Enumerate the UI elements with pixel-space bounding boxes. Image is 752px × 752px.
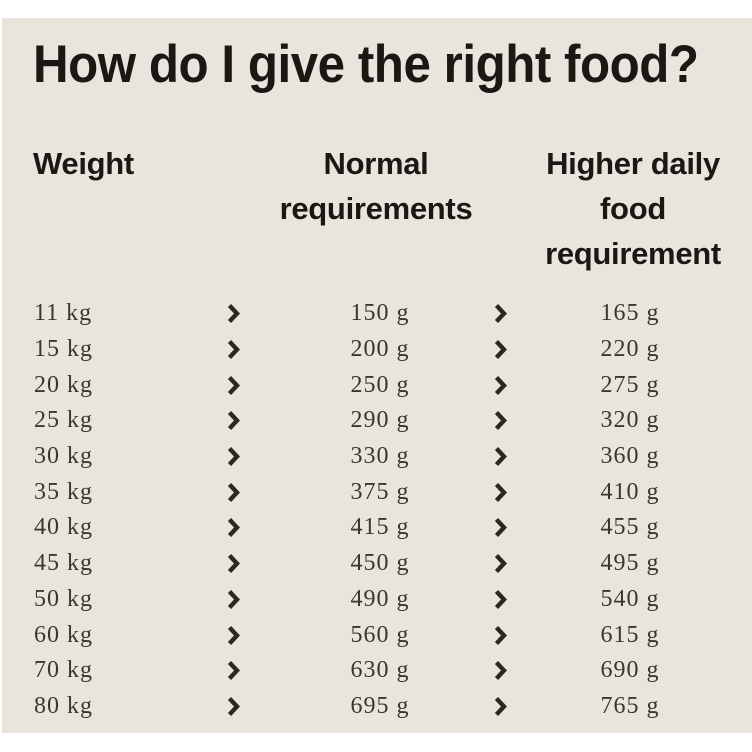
- weight-value: 50 kg: [34, 585, 93, 612]
- table-row: 60 kg 560 g 615 g: [34, 617, 718, 653]
- chevron-right-icon: [164, 696, 302, 717]
- weight-value: 60 kg: [34, 621, 93, 648]
- column-header-normal-requirements: Normal requirements: [276, 141, 476, 231]
- chevron-right-icon: [458, 660, 542, 681]
- normal-requirement-value: 450 g: [350, 550, 410, 577]
- table-row: 11 kg 150 g 165 g: [34, 296, 718, 332]
- table-row: 70 kg 630 g 690 g: [34, 653, 718, 689]
- food-table-body: 11 kg 150 g 165 g 15 kg 200 g 220 g: [34, 296, 718, 724]
- column-header-weight: Weight: [33, 141, 134, 186]
- header-line: Weight: [33, 146, 134, 181]
- header-line: requirements: [279, 191, 473, 226]
- chevron-right-icon: [164, 553, 302, 574]
- header-line: Normal: [323, 146, 429, 181]
- normal-requirement-value: 200 g: [350, 336, 410, 363]
- chevron-right-icon: [164, 446, 302, 467]
- page-title: How do I give the right food?: [33, 35, 699, 94]
- chevron-right-icon: [164, 660, 302, 681]
- higher-requirement-value: 220 g: [600, 336, 660, 363]
- chevron-right-icon: [164, 303, 302, 324]
- chevron-right-icon: [458, 375, 542, 396]
- chevron-right-icon: [164, 339, 302, 360]
- table-row: 25 kg 290 g 320 g: [34, 403, 718, 439]
- normal-requirement-value: 375 g: [350, 478, 410, 505]
- chevron-right-icon: [458, 482, 542, 503]
- normal-requirement-value: 415 g: [350, 514, 410, 541]
- higher-requirement-value: 360 g: [600, 443, 660, 470]
- normal-requirement-value: 630 g: [350, 657, 410, 684]
- higher-requirement-value: 275 g: [600, 371, 660, 398]
- weight-value: 30 kg: [34, 443, 93, 470]
- column-header-higher-daily-food-requirement: Higher daily food requirement: [521, 141, 745, 276]
- chevron-right-icon: [164, 625, 302, 646]
- higher-requirement-value: 615 g: [600, 621, 660, 648]
- table-row: 35 kg 375 g 410 g: [34, 474, 718, 510]
- food-guide-panel: How do I give the right food? Weight Nor…: [2, 18, 752, 733]
- table-row: 15 kg 200 g 220 g: [34, 332, 718, 368]
- weight-value: 20 kg: [34, 371, 93, 398]
- table-row: 20 kg 250 g 275 g: [34, 367, 718, 403]
- chevron-right-icon: [164, 589, 302, 610]
- table-row: 80 kg 695 g 765 g: [34, 689, 718, 725]
- normal-requirement-value: 490 g: [350, 585, 410, 612]
- normal-requirement-value: 695 g: [350, 692, 410, 719]
- higher-requirement-value: 690 g: [600, 657, 660, 684]
- higher-requirement-value: 455 g: [600, 514, 660, 541]
- weight-value: 70 kg: [34, 657, 93, 684]
- normal-requirement-value: 560 g: [350, 621, 410, 648]
- chevron-right-icon: [164, 410, 302, 431]
- chevron-right-icon: [458, 339, 542, 360]
- higher-requirement-value: 165 g: [600, 300, 660, 327]
- header-line: Higher daily: [546, 146, 720, 181]
- table-row: 45 kg 450 g 495 g: [34, 546, 718, 582]
- weight-value: 45 kg: [34, 550, 93, 577]
- weight-value: 40 kg: [34, 514, 93, 541]
- chevron-right-icon: [458, 625, 542, 646]
- chevron-right-icon: [164, 482, 302, 503]
- header-line: food: [600, 191, 666, 226]
- chevron-right-icon: [458, 696, 542, 717]
- chevron-right-icon: [164, 375, 302, 396]
- chevron-right-icon: [458, 446, 542, 467]
- table-row: 40 kg 415 g 455 g: [34, 510, 718, 546]
- weight-value: 35 kg: [34, 478, 93, 505]
- normal-requirement-value: 150 g: [350, 300, 410, 327]
- higher-requirement-value: 320 g: [600, 407, 660, 434]
- weight-value: 80 kg: [34, 692, 93, 719]
- normal-requirement-value: 250 g: [350, 371, 410, 398]
- chevron-right-icon: [458, 303, 542, 324]
- higher-requirement-value: 765 g: [600, 692, 660, 719]
- weight-value: 11 kg: [34, 300, 93, 327]
- weight-value: 15 kg: [34, 336, 93, 363]
- higher-requirement-value: 540 g: [600, 585, 660, 612]
- chevron-right-icon: [458, 553, 542, 574]
- table-row: 50 kg 490 g 540 g: [34, 582, 718, 618]
- normal-requirement-value: 290 g: [350, 407, 410, 434]
- chevron-right-icon: [458, 589, 542, 610]
- higher-requirement-value: 495 g: [600, 550, 660, 577]
- header-line: requirement: [545, 236, 721, 271]
- chevron-right-icon: [458, 410, 542, 431]
- chevron-right-icon: [164, 517, 302, 538]
- chevron-right-icon: [458, 517, 542, 538]
- weight-value: 25 kg: [34, 407, 93, 434]
- higher-requirement-value: 410 g: [600, 478, 660, 505]
- normal-requirement-value: 330 g: [350, 443, 410, 470]
- table-row: 30 kg 330 g 360 g: [34, 439, 718, 475]
